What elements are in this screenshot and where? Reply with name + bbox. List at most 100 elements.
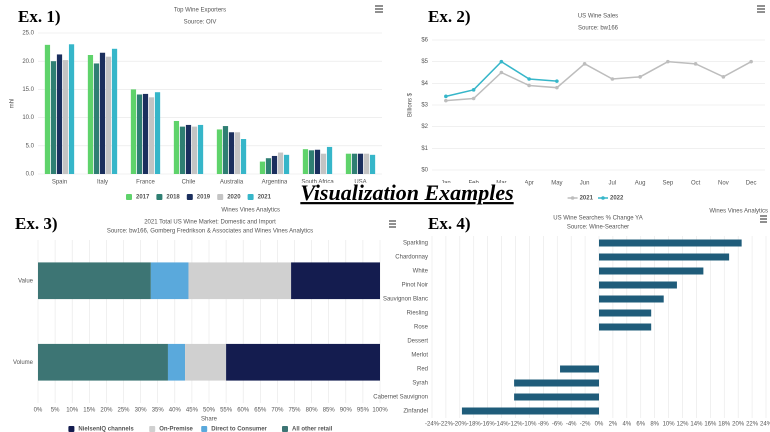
x-tick-label: May xyxy=(551,181,562,187)
bar xyxy=(44,44,51,175)
example-label: Ex. 3) xyxy=(15,214,58,233)
y-tick-label: 5.0 xyxy=(26,143,35,149)
bar xyxy=(599,253,730,261)
y-tick-label: Sparkling xyxy=(403,241,428,247)
legend-swatch xyxy=(186,194,193,200)
bar xyxy=(320,153,327,174)
menu-icon[interactable] xyxy=(757,5,765,13)
bar xyxy=(302,149,309,174)
bar xyxy=(599,323,652,331)
legend-label: 2019 xyxy=(197,195,211,201)
x-tick-label: 24% xyxy=(760,422,770,428)
x-tick-label: -16% xyxy=(481,422,496,428)
y-tick-label: White xyxy=(413,269,429,275)
bar xyxy=(514,379,599,387)
x-tick-label: 6% xyxy=(636,422,645,428)
x-tick-label: 10% xyxy=(66,408,79,414)
legend-swatch xyxy=(201,426,208,432)
bar xyxy=(308,150,315,174)
line xyxy=(445,60,752,102)
bar xyxy=(105,56,112,174)
legend-swatch xyxy=(156,194,163,200)
bar xyxy=(148,97,155,174)
x-tick-label: 30% xyxy=(135,408,148,414)
bar xyxy=(50,61,57,175)
point xyxy=(471,88,476,92)
legend-label: All other retail xyxy=(292,427,333,432)
x-tick-label: 55% xyxy=(220,408,233,414)
legend-swatch xyxy=(217,194,224,200)
x-tick-label: Nov xyxy=(718,181,729,187)
bar xyxy=(265,158,272,174)
chart-subtitle: Source: Wine-Searcher xyxy=(567,225,629,231)
bar xyxy=(369,154,376,174)
bar xyxy=(560,365,599,373)
bar xyxy=(357,153,364,174)
x-tick-label: Italy xyxy=(97,180,108,186)
bar-segment xyxy=(150,262,189,300)
point xyxy=(638,75,642,79)
x-tick-label: Dec xyxy=(746,181,757,187)
bar xyxy=(62,60,69,174)
point xyxy=(444,98,448,103)
bar xyxy=(216,129,223,174)
x-tick-label: -18% xyxy=(467,422,482,428)
x-tick-label: Chile xyxy=(182,180,196,186)
x-tick-label: Argentina xyxy=(262,180,288,186)
legend-label: 2017 xyxy=(136,195,150,201)
x-tick-label: 40% xyxy=(169,408,182,414)
y-tick-label: Riesling xyxy=(407,311,428,317)
legend-label: NielsenIQ channels xyxy=(78,427,134,432)
y-tick-label: $2 xyxy=(421,124,428,130)
bar xyxy=(271,155,278,174)
legend-swatch xyxy=(247,194,254,200)
point xyxy=(721,75,726,79)
bar xyxy=(228,132,235,174)
x-tick-label: Sep xyxy=(663,181,674,187)
credit: Wines Vines Analytics xyxy=(709,209,768,215)
menu-icon[interactable] xyxy=(760,215,767,223)
y-tick-label: $1 xyxy=(421,146,428,152)
y-tick-label: $0 xyxy=(421,168,428,174)
chart-subtitle: Source: bw166, Gomberg Fredrikson & Asso… xyxy=(107,229,313,235)
x-tick-label: -14% xyxy=(495,422,510,428)
y-tick-label: $6 xyxy=(421,38,428,44)
bar xyxy=(179,126,186,174)
point xyxy=(555,79,559,83)
bar xyxy=(87,54,94,174)
heading-background xyxy=(287,183,527,208)
bar-segment xyxy=(38,262,151,300)
point xyxy=(749,59,753,64)
bar xyxy=(222,126,229,174)
bar xyxy=(277,152,284,174)
x-tick-label: 100% xyxy=(372,408,388,414)
bar xyxy=(514,393,599,401)
point xyxy=(527,77,531,81)
bar xyxy=(599,267,704,275)
chart-title: Top Wine Exporters xyxy=(174,8,226,14)
y-tick-label: Zinfandel xyxy=(403,409,428,415)
x-tick-label: 80% xyxy=(306,408,319,414)
x-tick-label: 70% xyxy=(271,408,284,414)
chart-title: US Wine Searches % Change YA xyxy=(553,216,643,222)
x-tick-label: 75% xyxy=(288,408,301,414)
x-tick-label: 0% xyxy=(595,422,604,428)
x-tick-label: 45% xyxy=(186,408,199,414)
y-tick-label: 20.0 xyxy=(22,59,34,65)
x-tick-label: 2% xyxy=(609,422,618,428)
menu-icon[interactable] xyxy=(375,5,383,13)
x-tick-label: Spain xyxy=(52,180,67,186)
x-tick-label: 4% xyxy=(622,422,631,428)
x-tick-label: France xyxy=(136,180,155,186)
bar xyxy=(461,407,599,415)
y-tick-label: Red xyxy=(417,367,428,373)
legend-swatch xyxy=(282,426,288,432)
legend-label: 2021 xyxy=(258,195,272,201)
point xyxy=(471,96,476,101)
y-tick-label: Value xyxy=(18,278,34,284)
x-tick-label: -10% xyxy=(522,422,537,428)
y-tick-label: $5 xyxy=(421,59,428,65)
y-tick-label: Volume xyxy=(13,360,34,366)
menu-icon[interactable] xyxy=(389,220,396,228)
